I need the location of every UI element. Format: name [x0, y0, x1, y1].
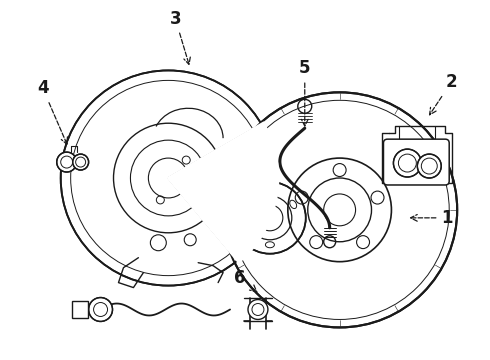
Text: 3: 3 — [170, 10, 190, 64]
Circle shape — [61, 71, 276, 285]
Text: 4: 4 — [37, 79, 68, 144]
FancyBboxPatch shape — [384, 139, 449, 185]
Circle shape — [393, 149, 421, 177]
Circle shape — [234, 182, 306, 254]
Circle shape — [89, 298, 113, 321]
Text: 6: 6 — [234, 269, 257, 292]
Text: 2: 2 — [430, 73, 457, 115]
Text: 5: 5 — [299, 59, 311, 126]
FancyBboxPatch shape — [72, 301, 88, 319]
Circle shape — [73, 154, 89, 170]
Circle shape — [222, 92, 457, 328]
Wedge shape — [168, 123, 278, 262]
Circle shape — [57, 152, 76, 172]
Text: 1: 1 — [411, 209, 453, 227]
Circle shape — [417, 154, 441, 178]
Circle shape — [248, 300, 268, 319]
